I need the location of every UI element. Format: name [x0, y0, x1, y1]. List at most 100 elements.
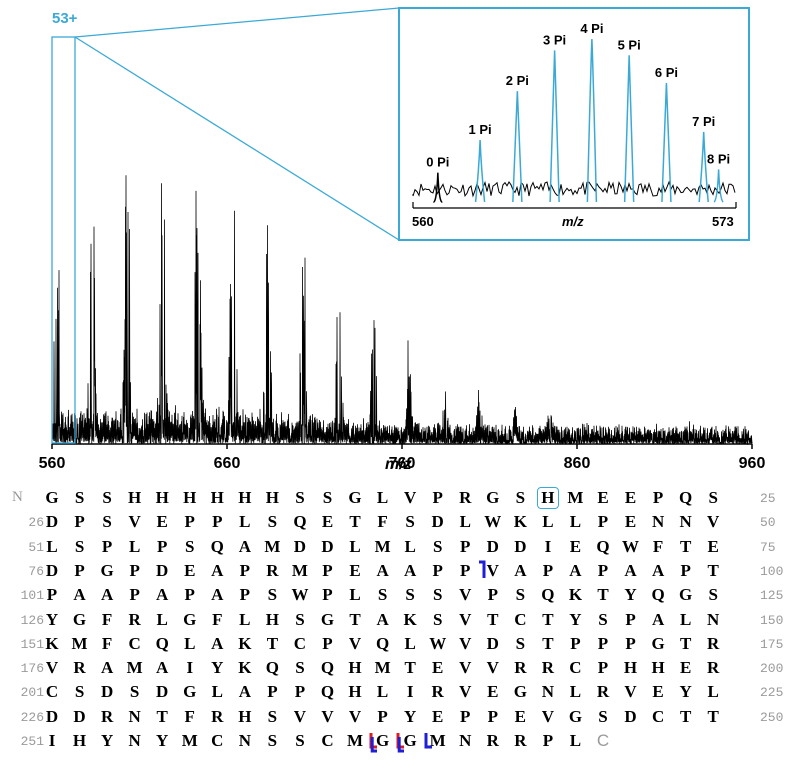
- residue: P: [487, 585, 498, 605]
- sequence-row: 126 Y G F R L G F L H S G T A K S V T C T Y S P A L N 150: [0, 610, 787, 632]
- sequence-row: 51 L S P L P S Q A M D D L M L S P D D I E Q W F T E 75: [0, 537, 787, 559]
- residue: S: [267, 512, 278, 532]
- residue: A: [156, 658, 169, 678]
- residue: M: [429, 731, 446, 750]
- residue: P: [129, 585, 140, 605]
- residue: C: [651, 706, 665, 726]
- residue: C: [293, 633, 307, 653]
- residue: P: [625, 633, 636, 653]
- inset-noise-path: [412, 180, 736, 198]
- residue: L: [376, 488, 389, 507]
- residue: K: [568, 585, 583, 605]
- residue: R: [596, 682, 610, 702]
- residue: N: [707, 609, 720, 629]
- main-spectrum: 560 660 760 860 960 m/z: [39, 175, 765, 473]
- main-x-tick-label: 660: [214, 455, 241, 472]
- residue: Q: [541, 585, 555, 605]
- sequence-row: 201 C S D S D G L A P P Q H L I R V E G N L R V E Y L 225: [0, 682, 787, 704]
- residue-start-number: 201: [20, 685, 44, 701]
- residue: S: [185, 536, 195, 556]
- residue: E: [432, 658, 444, 678]
- inset-peaks: [433, 38, 724, 203]
- residue: H: [128, 488, 142, 507]
- residue: E: [349, 560, 361, 580]
- residue: M: [291, 560, 308, 580]
- residue: N: [679, 512, 692, 532]
- residue: R: [211, 706, 224, 726]
- residue: H: [238, 488, 252, 507]
- residue: S: [295, 488, 305, 507]
- residue: D: [156, 682, 169, 702]
- residue: R: [431, 682, 444, 702]
- residue: P: [460, 560, 471, 580]
- residue: Q: [375, 633, 390, 653]
- inset-peak: [549, 50, 560, 203]
- residue: K: [238, 658, 252, 678]
- residue: K: [403, 609, 417, 629]
- residue: T: [542, 633, 554, 653]
- residue: T: [487, 609, 499, 629]
- residue: G: [486, 488, 500, 507]
- main-x-ticks: 560 660 760 860 960: [39, 444, 765, 472]
- residue: S: [515, 585, 526, 605]
- residue: P: [267, 682, 278, 702]
- residue: P: [597, 512, 609, 532]
- residue: V: [348, 706, 362, 726]
- residue: V: [293, 706, 307, 726]
- residue: Y: [211, 658, 224, 678]
- residue: Y: [624, 585, 637, 605]
- residue: H: [155, 488, 169, 507]
- residue-end-number: 125: [760, 588, 784, 604]
- residue: W: [622, 536, 640, 556]
- residue: V: [45, 658, 59, 678]
- residue: G: [568, 706, 583, 726]
- residue: Q: [651, 585, 665, 605]
- residue: V: [707, 512, 720, 532]
- main-x-axis-label: m/z: [385, 456, 412, 473]
- residue: G: [320, 609, 335, 629]
- residue: L: [569, 731, 582, 750]
- inset-peak: [474, 140, 486, 203]
- residue-start-number: 101: [20, 588, 44, 604]
- residue-end-number: 250: [760, 709, 784, 725]
- inset-peak-label: 3 Pi: [543, 32, 566, 47]
- residue-start-number: 251: [20, 734, 44, 749]
- residue: E: [624, 512, 637, 532]
- residue-start-number: 51: [28, 539, 44, 555]
- residue-end-number: 75: [760, 539, 776, 555]
- z-fragment-mark: [396, 733, 405, 753]
- residue: A: [238, 682, 251, 702]
- residue: V: [486, 560, 499, 580]
- residue: D: [486, 633, 499, 653]
- residue: F: [212, 609, 223, 629]
- sequence-row: 76 D P G P D E A P R M P E A A P P V A P A P A A P T 100: [0, 561, 787, 583]
- residue: A: [156, 585, 169, 605]
- residue: P: [129, 560, 140, 580]
- residue: L: [349, 585, 361, 605]
- residue: E: [432, 706, 444, 726]
- residue: S: [74, 488, 85, 507]
- residue: C: [128, 633, 141, 653]
- residue: H: [651, 658, 665, 678]
- residue: S: [432, 536, 443, 556]
- residue: K: [45, 633, 59, 653]
- residue: D: [486, 536, 499, 556]
- residue: G: [403, 731, 417, 750]
- main-spectrum-path: [51, 175, 753, 446]
- inset-tick-label-start: 560: [412, 214, 434, 229]
- residue: R: [486, 731, 499, 750]
- residue: M: [126, 658, 143, 678]
- residue-end-number: 225: [760, 685, 784, 701]
- residue: D: [514, 536, 527, 556]
- residue: L: [404, 536, 416, 556]
- residue: P: [322, 585, 333, 605]
- residue: S: [708, 585, 718, 605]
- charge-state-label: 53+: [52, 10, 78, 27]
- residue: S: [74, 682, 85, 702]
- residue: A: [376, 560, 389, 580]
- residue: P: [597, 560, 609, 580]
- residue: C: [211, 731, 224, 750]
- residue: Y: [156, 731, 169, 750]
- residue: R: [707, 633, 720, 653]
- residue: P: [239, 585, 251, 605]
